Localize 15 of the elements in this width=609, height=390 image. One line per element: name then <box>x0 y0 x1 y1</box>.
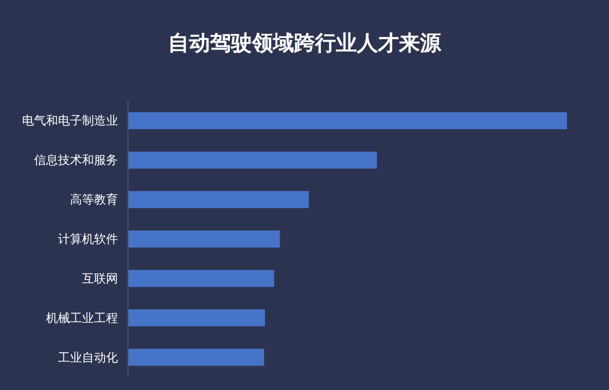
y-tick-label: 互联网 <box>82 271 118 286</box>
y-tick-label: 计算机软件 <box>58 232 118 246</box>
bar <box>128 348 264 366</box>
y-tick-label: 机械工业工程 <box>46 310 118 325</box>
bar <box>128 191 309 208</box>
bar <box>128 112 567 130</box>
bar <box>128 270 274 287</box>
y-tick-label: 信息技术和服务 <box>34 153 118 168</box>
y-tick-label: 工业自动化 <box>58 350 118 364</box>
bar <box>128 309 265 326</box>
chart-title: 自动驾驶领域跨行业人才来源 <box>168 31 442 55</box>
bar <box>128 152 377 169</box>
y-tick-label: 高等教育 <box>70 192 118 207</box>
bar <box>128 230 280 248</box>
y-tick-label: 电气和电子制造业 <box>22 114 118 128</box>
